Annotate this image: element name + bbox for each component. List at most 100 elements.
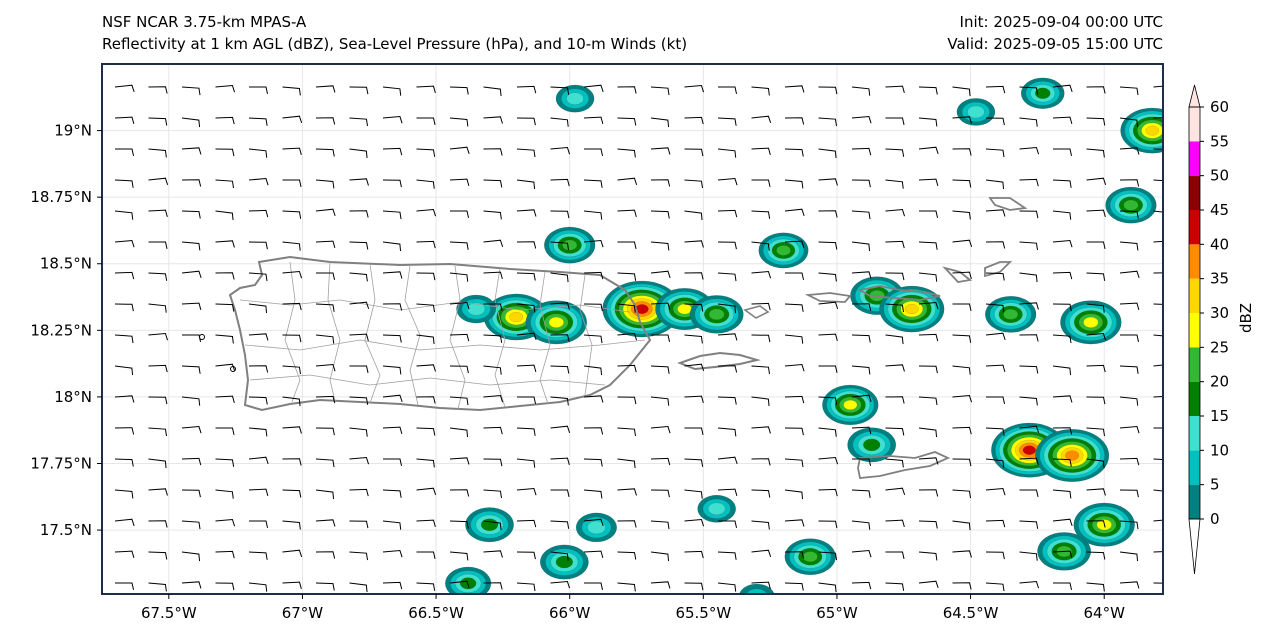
wind-barb: [617, 86, 637, 94]
wind-barb: [148, 488, 168, 496]
wind-barb: [181, 365, 201, 374]
reflectivity-band: [1003, 308, 1019, 320]
wind-barb: [952, 148, 972, 156]
wind-barb: [248, 148, 268, 158]
wind-barb: [885, 519, 905, 527]
wind-barb: [1052, 116, 1073, 124]
wind-barb: [315, 519, 336, 527]
wind-barb: [382, 115, 403, 124]
wind-barb: [718, 86, 738, 94]
wind-barb: [784, 85, 805, 93]
lat-tick-label: 18.25°N: [30, 321, 92, 339]
wind-barb: [181, 457, 202, 466]
reflectivity-band: [555, 555, 573, 569]
wind-barb: [650, 520, 670, 530]
lon-tick-label: 65°W: [816, 604, 858, 622]
wind-barb: [1119, 581, 1140, 589]
wind-barb: [1119, 210, 1139, 219]
wind-barb: [516, 487, 537, 496]
reflectivity-cell: [739, 583, 775, 594]
wind-barb: [1053, 582, 1073, 590]
wind-barb: [148, 458, 167, 469]
virgin-gorda-coastline: [942, 266, 973, 283]
wind-barb: [1086, 117, 1106, 126]
wind-barb: [315, 208, 336, 217]
wind-barb: [181, 520, 201, 530]
wind-barb: [315, 489, 335, 500]
longitude-axis: 67.5°W 67°W 66.5°W 66°W 65.5°W 65°W 64.5°W 64°W: [141, 594, 1125, 622]
wind-barb: [617, 427, 637, 437]
wind-barb: [885, 179, 904, 189]
wind-barb: [717, 272, 737, 282]
reflectivity-band: [1145, 125, 1160, 136]
wind-barb: [1019, 551, 1038, 561]
wind-barb: [449, 396, 469, 406]
wind-barb: [1052, 518, 1073, 527]
wind-barb: [315, 363, 336, 372]
wind-barb: [416, 519, 436, 527]
colorbar-tick-label: 60: [1210, 98, 1229, 116]
wind-barb: [985, 148, 1005, 158]
wind-barb: [1019, 178, 1039, 187]
wind-barb: [818, 520, 838, 529]
wind-barb: [315, 117, 336, 125]
wind-barb: [918, 520, 938, 529]
wind-barb: [215, 116, 235, 125]
wind-barb: [851, 210, 871, 220]
lon-tick-label: 66.5°W: [408, 604, 464, 622]
wind-barb: [918, 86, 938, 95]
wind-barb: [583, 179, 603, 188]
wind-barb: [851, 271, 872, 279]
wind-barb: [985, 303, 1005, 313]
reflectivity-cell: [1060, 300, 1122, 345]
wind-barb: [751, 365, 771, 375]
wind-barb: [985, 551, 1005, 560]
wind-barb: [550, 396, 569, 406]
wind-barb: [885, 303, 905, 313]
reflectivity-band: [548, 316, 564, 328]
wind-barb: [349, 86, 369, 95]
wind-barb: [416, 117, 436, 125]
wind-barb: [650, 551, 670, 562]
wind-barb: [148, 551, 168, 560]
wind-barb: [483, 179, 503, 188]
wind-barb: [1052, 395, 1073, 403]
reflectivity-cell: [575, 512, 617, 543]
lon-tick-label: 67°W: [282, 604, 324, 622]
wind-barb: [1019, 117, 1038, 127]
wind-barb: [785, 272, 805, 280]
colorbar-tick-label: 10: [1210, 441, 1229, 459]
wind-barb: [1052, 489, 1072, 499]
wind-barb: [550, 241, 570, 251]
wind-barb: [650, 86, 670, 96]
wind-barb: [516, 117, 536, 126]
wind-barb: [1019, 520, 1039, 529]
wind-barb: [416, 334, 435, 345]
colorbar-tick-label: 15: [1210, 407, 1229, 425]
wind-barb: [818, 301, 839, 310]
wind-barb: [248, 456, 269, 465]
anegada-coastline: [984, 261, 1013, 278]
wind-barb: [1052, 210, 1072, 220]
st-john-tortola-coastline: [857, 285, 941, 301]
wind-barb: [918, 241, 938, 250]
wind-barb: [550, 178, 570, 187]
wind-barb: [483, 520, 502, 531]
wind-barb: [1153, 240, 1163, 243]
wind-barb: [818, 456, 839, 465]
wind-barb: [985, 117, 1005, 126]
wind-barb: [114, 239, 135, 248]
wind-barb: [449, 86, 469, 95]
wind-barb: [1086, 209, 1106, 217]
wind-barb: [416, 85, 436, 93]
wind-barb: [1119, 302, 1140, 310]
wind-barb: [617, 209, 637, 217]
wind-barb: [1153, 519, 1163, 522]
wind-barb: [952, 489, 972, 499]
wind-barb: [583, 84, 604, 93]
wind-barb: [550, 457, 570, 465]
reflectivity-cell: [540, 544, 589, 580]
wind-barb: [1086, 272, 1106, 281]
wind-barb: [315, 240, 336, 248]
wind-barb: [148, 209, 168, 217]
